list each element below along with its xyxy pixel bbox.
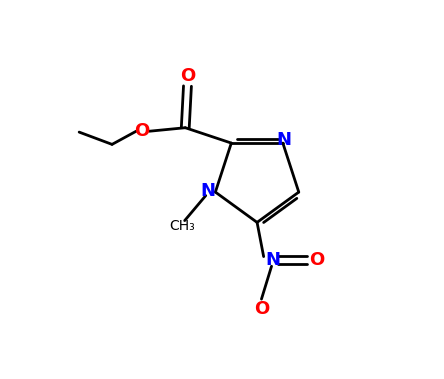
Text: CH₃: CH₃: [169, 219, 195, 233]
Text: O: O: [309, 251, 324, 269]
Text: O: O: [180, 67, 195, 85]
Text: N: N: [200, 182, 215, 200]
Text: N: N: [276, 130, 291, 149]
Text: O: O: [254, 300, 269, 318]
Text: N: N: [265, 251, 280, 269]
Text: O: O: [134, 122, 149, 140]
